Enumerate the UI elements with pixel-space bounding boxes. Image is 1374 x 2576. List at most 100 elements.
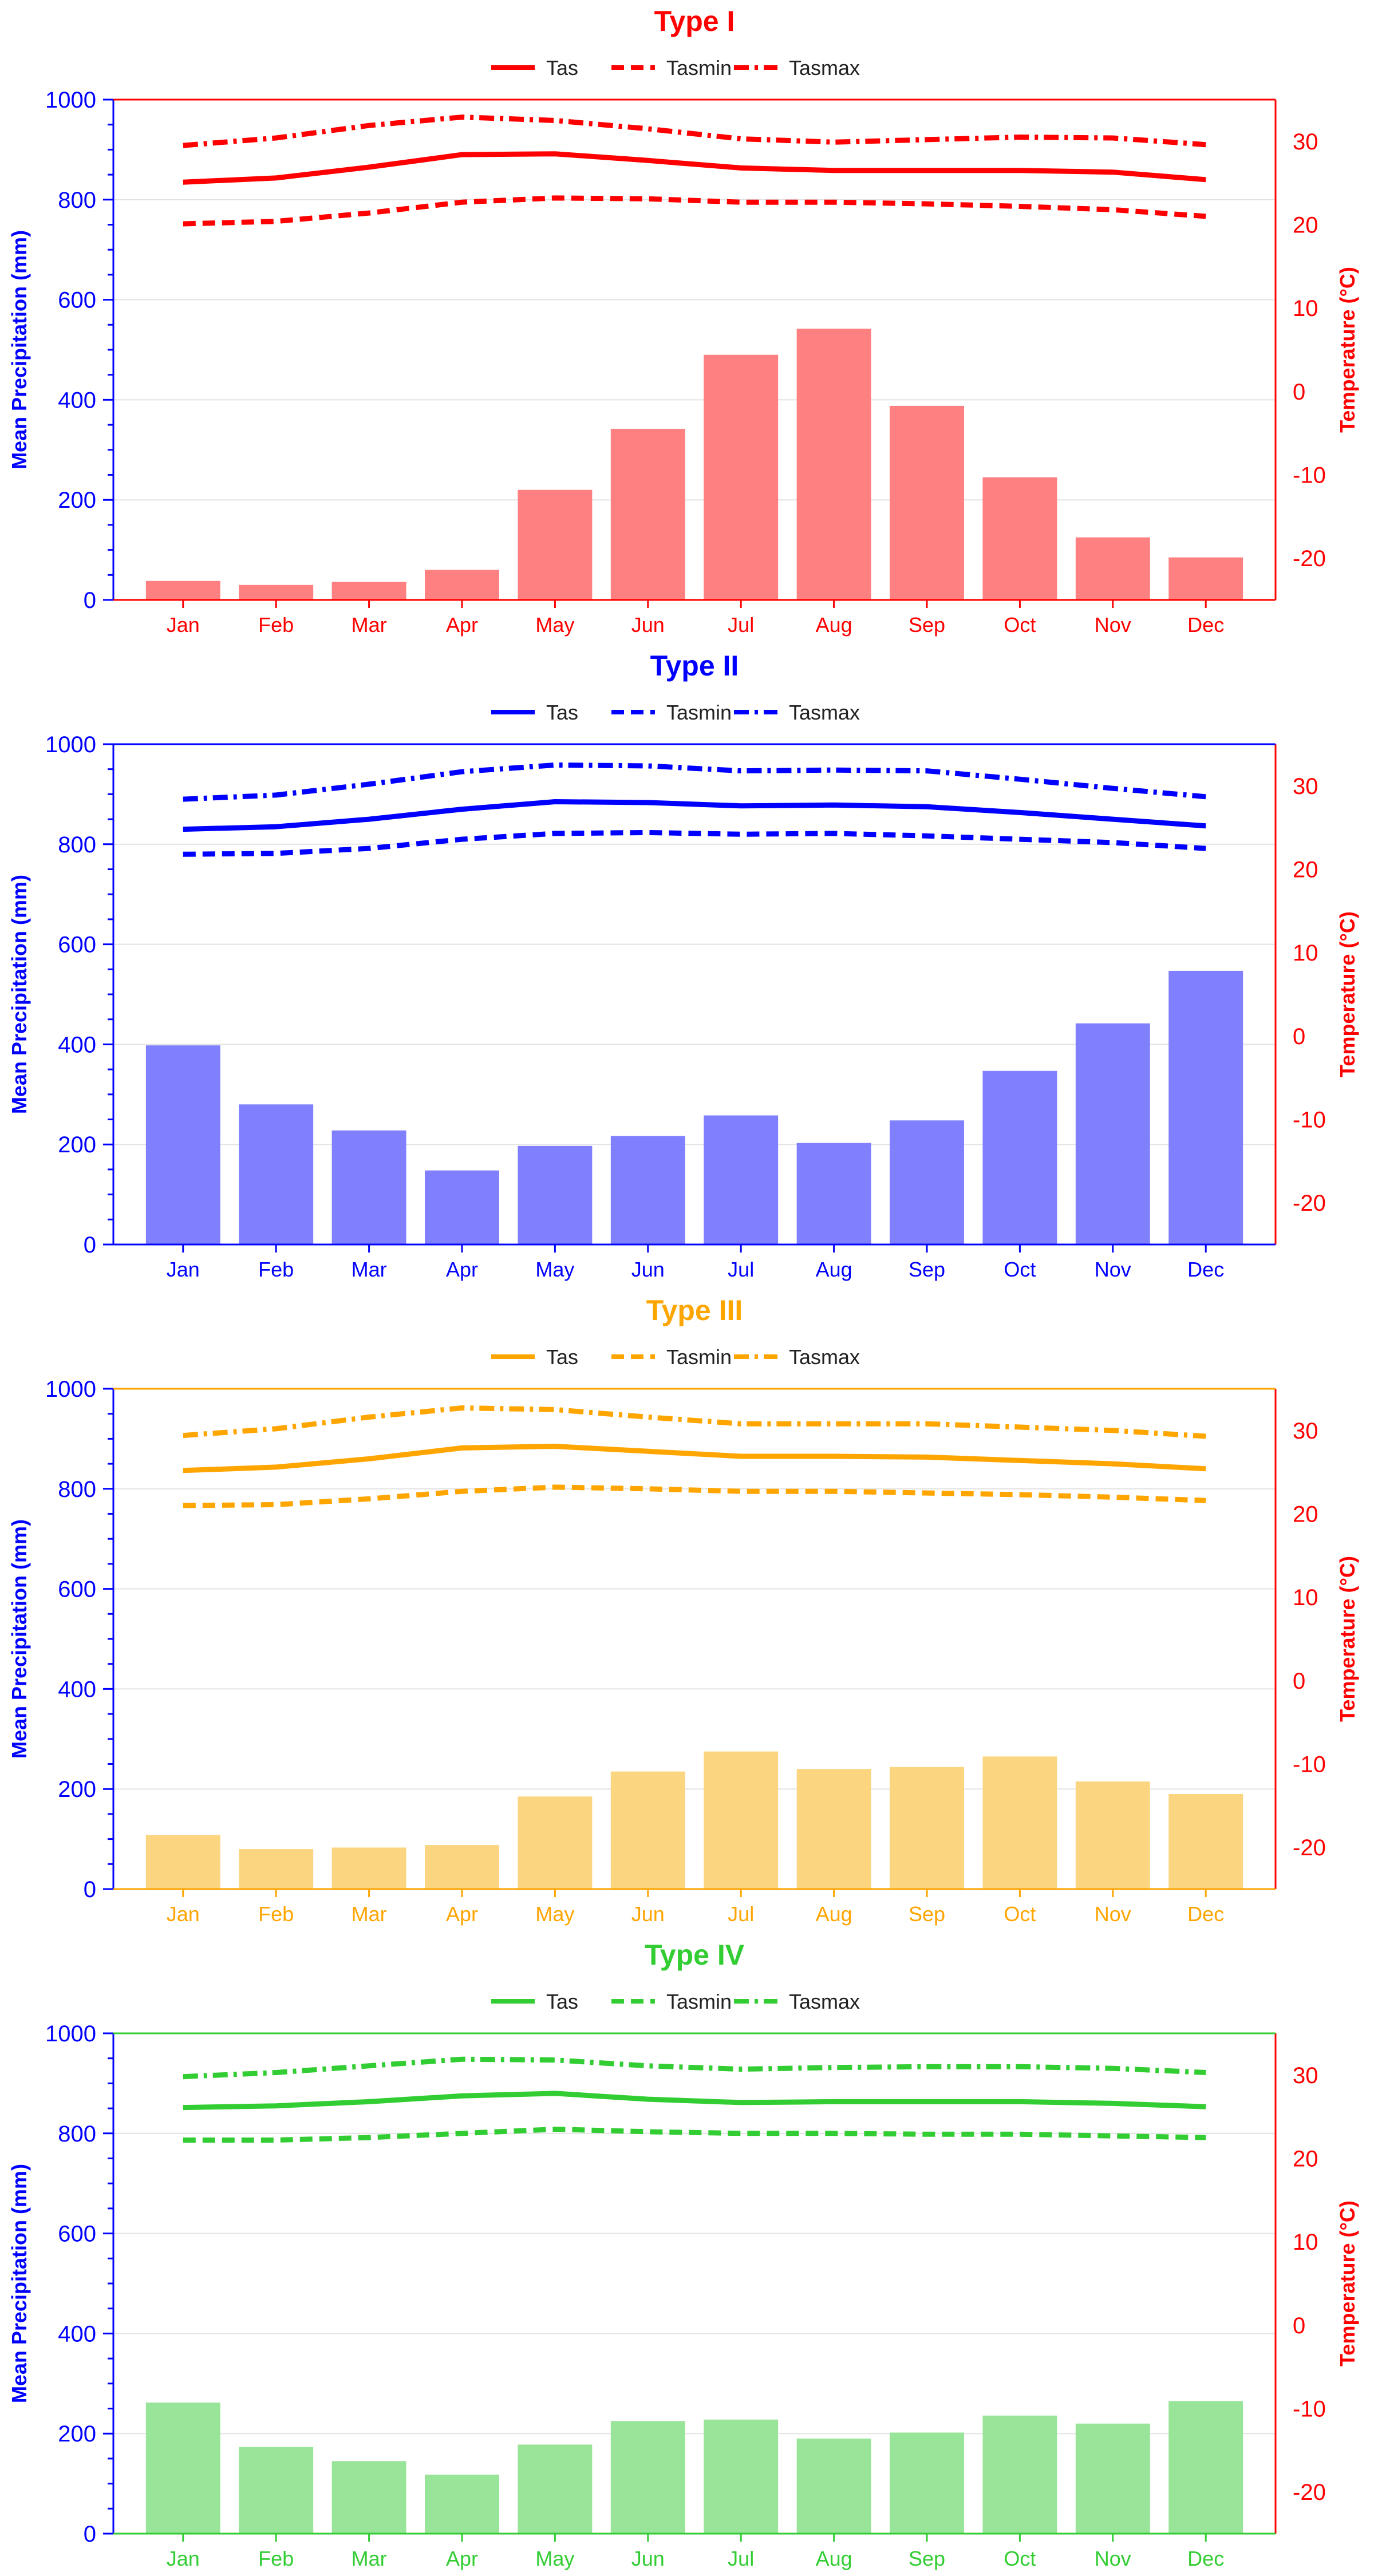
x-tick-label-jan: Jan [167, 2547, 200, 2570]
x-tick-label-mar: Mar [352, 1902, 387, 1926]
legend-label-tasmax: Tasmax [789, 1345, 860, 1369]
x-tick-label-feb: Feb [258, 1902, 294, 1926]
x-tick-label-may: May [535, 613, 574, 637]
legend: Tas Tasmin Tasmax [491, 1990, 860, 2013]
precip-bar-may [518, 1796, 593, 1889]
left-tick-label: 200 [58, 1777, 96, 1802]
x-tick-label-aug: Aug [816, 1902, 852, 1926]
precip-bar-jun [610, 1771, 685, 1889]
x-tick-label-jun: Jun [631, 1902, 665, 1926]
precip-bar-feb [239, 1104, 314, 1244]
temp-line-tasmax [183, 762, 1206, 802]
x-tick-label-mar: Mar [352, 1258, 387, 1281]
temp-line-tasmin [183, 195, 1206, 227]
chart-title: Type II [650, 650, 739, 682]
x-tick-label-dec: Dec [1187, 1258, 1224, 1281]
precip-bar-oct [982, 1756, 1057, 1889]
left-tick-label: 400 [58, 1032, 96, 1057]
left-tick-label: 600 [58, 288, 96, 313]
temp-line-tas [183, 151, 1206, 185]
precip-bar-mar [331, 1130, 406, 1244]
x-tick-label-sep: Sep [909, 1258, 945, 1281]
precip-bar-jan [145, 580, 220, 600]
left-axis-title: Mean Precipitation (mm) [7, 230, 31, 469]
x-tick-label-oct: Oct [1004, 1902, 1036, 1926]
precip-bar-may [518, 2444, 593, 2534]
precip-bar-feb [239, 584, 314, 600]
right-axis-title: Temperature (°C) [1336, 1556, 1359, 1722]
left-tick-label: 600 [58, 933, 96, 958]
x-tick-label-aug: Aug [816, 1258, 852, 1281]
left-axis-title: Mean Precipitation (mm) [7, 875, 31, 1114]
legend: Tas Tasmin Tasmax [491, 701, 860, 724]
right-tick-label: 0 [1293, 380, 1305, 405]
x-tick-label-jul: Jul [728, 1258, 754, 1281]
right-axis-title: Temperature (°C) [1336, 911, 1359, 1077]
legend: Tas Tasmin Tasmax [491, 56, 860, 80]
precip-bar-sep [890, 2432, 964, 2534]
x-tick-label-jun: Jun [631, 2547, 665, 2570]
legend-label-tasmin: Tasmin [666, 56, 732, 80]
right-axis-title: Temperature (°C) [1336, 2200, 1359, 2366]
precip-bar-may [518, 1145, 593, 1244]
right-tick-label: 10 [1293, 941, 1318, 966]
x-tick-label-nov: Nov [1095, 613, 1131, 637]
precip-bar-oct [982, 477, 1057, 600]
precip-bar-nov [1075, 1023, 1150, 1244]
x-tick-label-may: May [535, 1258, 574, 1281]
x-tick-label-jul: Jul [728, 2547, 754, 2570]
left-axis-title: Mean Precipitation (mm) [7, 2164, 31, 2403]
left-tick-label: 600 [58, 2222, 96, 2247]
right-tick-label: 0 [1293, 1024, 1305, 1049]
x-tick-label-sep: Sep [909, 613, 945, 637]
x-tick-label-sep: Sep [909, 2547, 945, 2570]
temp-line-tasmax [183, 114, 1206, 148]
left-tick-label: 400 [58, 1677, 96, 1702]
left-tick-label: 0 [84, 2522, 96, 2547]
precip-bar-dec [1168, 557, 1243, 600]
precip-bar-apr [425, 570, 499, 600]
legend-label-tas: Tas [546, 56, 578, 80]
x-tick-label-jun: Jun [631, 613, 665, 637]
left-tick-label: 800 [58, 188, 96, 213]
left-tick-label: 1000 [45, 732, 96, 757]
precip-bar-sep [890, 1767, 964, 1889]
precip-bar-aug [796, 2438, 871, 2534]
x-tick-label-oct: Oct [1004, 1258, 1036, 1281]
precip-bar-sep [890, 405, 964, 600]
precip-bar-jul [704, 1751, 779, 1889]
right-tick-label: 20 [1293, 2147, 1318, 2172]
x-tick-label-jun: Jun [631, 1258, 665, 1281]
x-tick-label-dec: Dec [1187, 613, 1224, 637]
x-tick-label-apr: Apr [446, 2547, 478, 2570]
x-tick-label-nov: Nov [1095, 2547, 1131, 2570]
x-tick-label-feb: Feb [258, 613, 294, 637]
precip-bar-nov [1075, 2423, 1150, 2534]
x-tick-label-apr: Apr [446, 613, 478, 637]
precip-bar-jun [610, 2421, 685, 2534]
precip-bar-mar [331, 582, 406, 600]
legend-label-tasmin: Tasmin [666, 1345, 732, 1369]
x-tick-label-feb: Feb [258, 2547, 294, 2570]
temp-line-tas [183, 799, 1206, 832]
right-tick-label: -20 [1293, 1191, 1326, 1216]
x-tick-label-mar: Mar [352, 613, 387, 637]
right-tick-label: -20 [1293, 546, 1326, 571]
precip-bar-aug [796, 1769, 871, 1889]
legend: Tas Tasmin Tasmax [491, 1345, 860, 1369]
precip-bar-jun [610, 1136, 685, 1244]
x-tick-label-jul: Jul [728, 1902, 754, 1926]
right-tick-label: 0 [1293, 2313, 1305, 2338]
right-tick-label: -10 [1293, 463, 1326, 488]
left-tick-label: 1000 [45, 2021, 96, 2046]
precip-bar-nov [1075, 1781, 1150, 1889]
temp-line-tasmin [183, 829, 1206, 857]
left-tick-label: 1000 [45, 88, 96, 113]
x-tick-label-nov: Nov [1095, 1258, 1131, 1281]
x-tick-label-may: May [535, 1902, 574, 1926]
legend-label-tas: Tas [546, 701, 578, 724]
x-tick-label-jul: Jul [728, 613, 754, 637]
x-tick-label-apr: Apr [446, 1258, 478, 1281]
